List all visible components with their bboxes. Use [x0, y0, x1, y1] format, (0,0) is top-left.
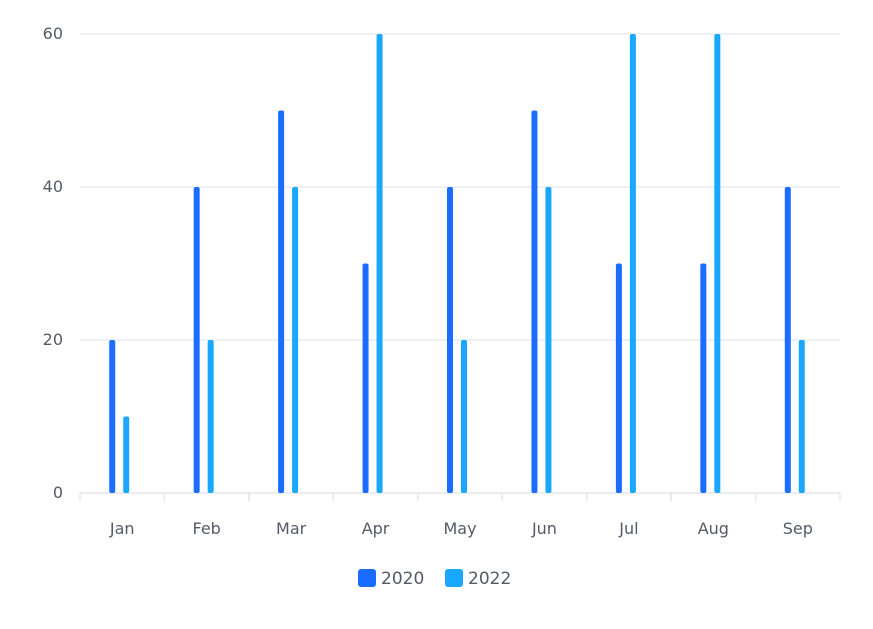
bar-2022-sep — [798, 340, 805, 493]
legend-swatch-2022[interactable] — [445, 569, 463, 587]
x-tick-label: Feb — [193, 519, 221, 538]
legend-label-2020[interactable]: 2020 — [381, 569, 424, 589]
x-tick-label: May — [443, 519, 476, 538]
bar-2020-jan — [109, 340, 116, 493]
bar-2020-mar — [278, 110, 285, 493]
y-tick-label: 20 — [43, 330, 63, 349]
legend-swatch-2020[interactable] — [358, 569, 376, 587]
bar-2022-feb — [207, 340, 214, 493]
bar-2020-sep — [784, 187, 791, 493]
y-tick-label: 60 — [43, 24, 63, 43]
bar-2022-mar — [292, 187, 299, 493]
x-tick-label: Jul — [618, 519, 638, 538]
bar-2022-jul — [629, 34, 636, 493]
x-tick-label: Aug — [698, 519, 729, 538]
x-tick-label: Mar — [276, 519, 307, 538]
bar-2022-jan — [123, 416, 130, 493]
bar-2020-apr — [362, 263, 369, 493]
legend-label-2022[interactable]: 2022 — [468, 569, 511, 589]
bar-2022-aug — [714, 34, 721, 493]
bars — [109, 34, 805, 493]
y-tick-label: 40 — [43, 177, 63, 196]
x-tick-label: Apr — [362, 519, 390, 538]
x-tick-label: Jun — [531, 519, 557, 538]
bar-2022-apr — [376, 34, 383, 493]
bar-2022-jun — [545, 187, 552, 493]
y-axis-tick-labels: 0 20 40 60 — [43, 24, 63, 502]
x-tick-label: Jan — [109, 519, 135, 538]
legend: 2020 2022 — [358, 569, 511, 589]
bar-2020-feb — [193, 187, 200, 493]
x-axis — [79, 492, 841, 501]
x-tick-label: Sep — [783, 519, 813, 538]
gridlines — [80, 33, 840, 341]
bar-2020-jun — [531, 110, 538, 493]
bar-2022-may — [461, 340, 467, 493]
bar-2020-may — [447, 187, 453, 493]
bar-2020-jul — [615, 263, 622, 493]
x-axis-tick-labels: Jan Feb Mar Apr May Jun Jul Aug Sep — [109, 519, 813, 538]
y-tick-label: 0 — [53, 483, 63, 502]
bar-2020-aug — [700, 263, 707, 493]
